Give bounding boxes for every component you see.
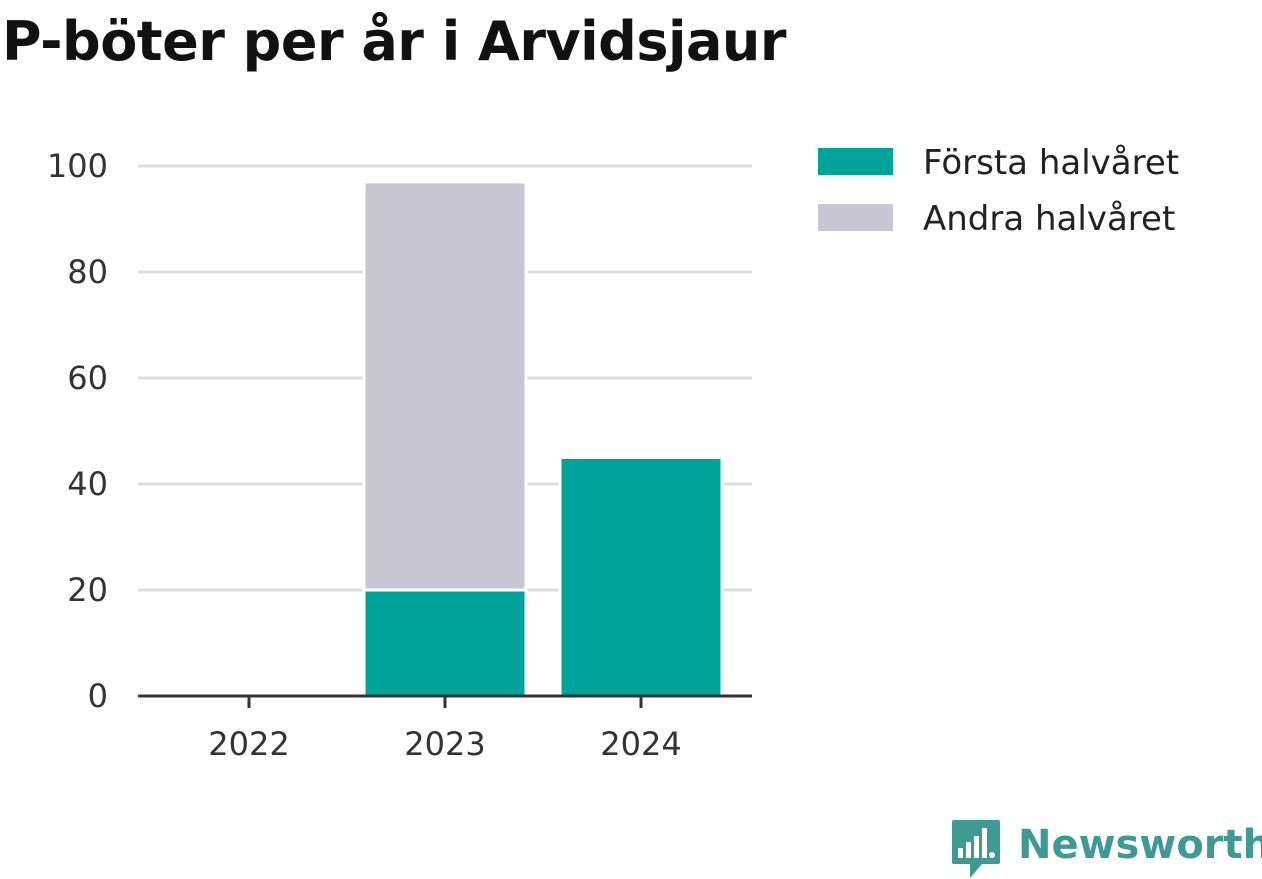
legend: Första halvåret Andra halvåret [818,143,1179,239]
brand-name: Newsworthy [1018,822,1262,868]
y-tick-label: 80 [67,253,108,291]
x-tick-label: 2023 [404,725,485,763]
chart-title: P-böter per år i Arvidsjaur [2,10,787,73]
axes: 0 20 40 60 80 100 2022 2023 2024 [47,147,752,763]
y-tick-label: 100 [47,147,108,185]
y-tick-label: 60 [67,359,108,397]
legend-swatch [818,204,893,231]
y-tick-label: 20 [67,571,108,609]
legend-swatch [818,148,893,175]
bar [362,588,528,698]
newsworthy-logo-icon [952,820,1000,878]
y-tick-label: 0 [88,677,108,715]
bar [362,180,528,592]
y-tick-label: 40 [67,465,108,503]
x-tick-label: 2022 [208,725,289,763]
newsworthy-logo: Newsworthy [952,820,1262,878]
legend-label: Andra halvåret [923,199,1175,239]
legend-label: Första halvåret [923,143,1179,183]
bars [362,180,724,698]
x-tick-label: 2024 [600,725,681,763]
bar [558,456,724,698]
